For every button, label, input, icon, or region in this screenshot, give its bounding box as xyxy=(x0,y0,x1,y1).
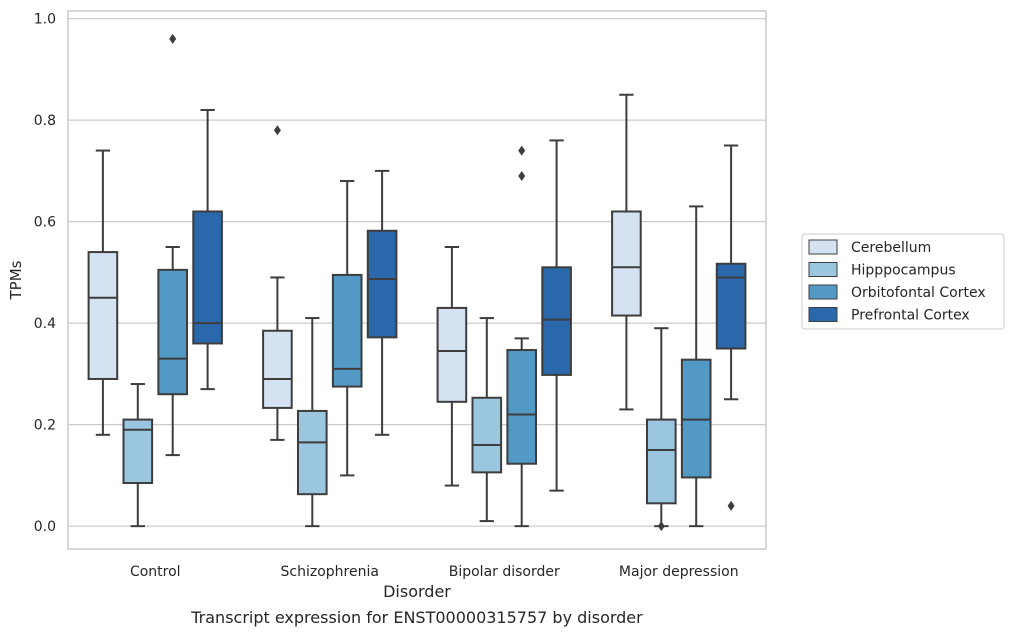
legend-swatch xyxy=(808,239,838,255)
iqr-box xyxy=(611,210,642,317)
box-prefrontal-cortex xyxy=(541,139,572,492)
x-tick-label: Major depression xyxy=(619,564,739,580)
x-axis-label: Disorder xyxy=(383,582,451,601)
iqr-box xyxy=(471,396,503,474)
box-orbitofontal-cortex xyxy=(506,145,538,528)
y-axis-label: TPMs xyxy=(7,260,25,300)
outlier-point xyxy=(518,145,526,156)
y-tick-label: 0.4 xyxy=(34,316,56,332)
box-prefrontal-cortex xyxy=(366,169,398,436)
iqr-box xyxy=(541,266,572,376)
legend-item: Prefrontal Cortex xyxy=(808,307,970,324)
box-prefrontal-cortex xyxy=(715,144,747,511)
legend: Cerebellum Hipppocampus Orbitofontal Corte… xyxy=(801,233,1005,330)
legend-frame xyxy=(801,233,1005,330)
box-hipppocampus xyxy=(296,317,328,528)
outlier-point xyxy=(518,170,526,181)
box-cerebellum xyxy=(87,149,119,436)
y-tick-label: 0.2 xyxy=(34,418,56,434)
legend-label: Hipppocampus xyxy=(851,263,956,279)
y-tick-label: 0.0 xyxy=(34,519,56,535)
outlier-point xyxy=(657,521,665,532)
box-hipppocampus xyxy=(645,327,677,532)
x-tick-label: Control xyxy=(130,564,181,580)
legend-item: Cerebellum xyxy=(808,239,931,256)
iqr-box xyxy=(157,268,189,396)
iqr-box xyxy=(331,273,363,388)
box-prefrontal-cortex xyxy=(192,108,223,391)
outlier-point xyxy=(273,125,281,136)
iqr-box xyxy=(436,306,468,403)
legend-swatch xyxy=(808,307,838,322)
box-cerebellum xyxy=(262,125,293,441)
legend-item: Hipppocampus xyxy=(808,262,956,279)
iqr-box xyxy=(296,409,328,496)
y-tick-label: 1.0 xyxy=(34,12,56,28)
iqr-box xyxy=(680,358,712,479)
iqr-box xyxy=(87,251,119,380)
y-tick-label: 0.6 xyxy=(34,215,56,231)
iqr-box xyxy=(262,329,293,409)
outlier-point xyxy=(169,33,177,44)
y-tick-labels: 0.0 0.2 0.4 0.6 0.8 1.0 xyxy=(34,12,56,536)
iqr-box xyxy=(192,210,223,345)
legend-label: Orbitofontal Cortex xyxy=(851,285,986,301)
x-tick-label: Bipolar disorder xyxy=(449,564,560,580)
iqr-box xyxy=(366,229,398,339)
legend-swatch xyxy=(808,262,838,277)
outlier-point xyxy=(727,500,735,511)
x-tick-label: Schizophrenia xyxy=(281,564,379,580)
legend-label: Cerebellum xyxy=(851,240,931,256)
box-layer xyxy=(87,33,747,532)
box-cerebellum xyxy=(436,246,468,487)
legend-swatch xyxy=(808,284,838,300)
box-orbitofontal-cortex xyxy=(680,205,712,528)
plot-frame xyxy=(67,10,767,550)
box-cerebellum xyxy=(611,93,642,411)
x-tick-labels: Control Schizophrenia Bipolar disorder Majo… xyxy=(130,564,739,580)
iqr-box xyxy=(645,418,677,505)
legend-item: Orbitofontal Cortex xyxy=(808,284,986,301)
chart-caption: Transcript expression for ENST0000031575… xyxy=(190,608,643,627)
box-orbitofontal-cortex xyxy=(331,180,363,477)
legend-label: Prefrontal Cortex xyxy=(851,308,970,324)
iqr-box xyxy=(506,349,538,465)
box-hipppocampus xyxy=(122,383,154,528)
y-tick-label: 0.8 xyxy=(34,113,56,129)
box-orbitofontal-cortex xyxy=(157,33,189,457)
box-hipppocampus xyxy=(471,317,503,523)
